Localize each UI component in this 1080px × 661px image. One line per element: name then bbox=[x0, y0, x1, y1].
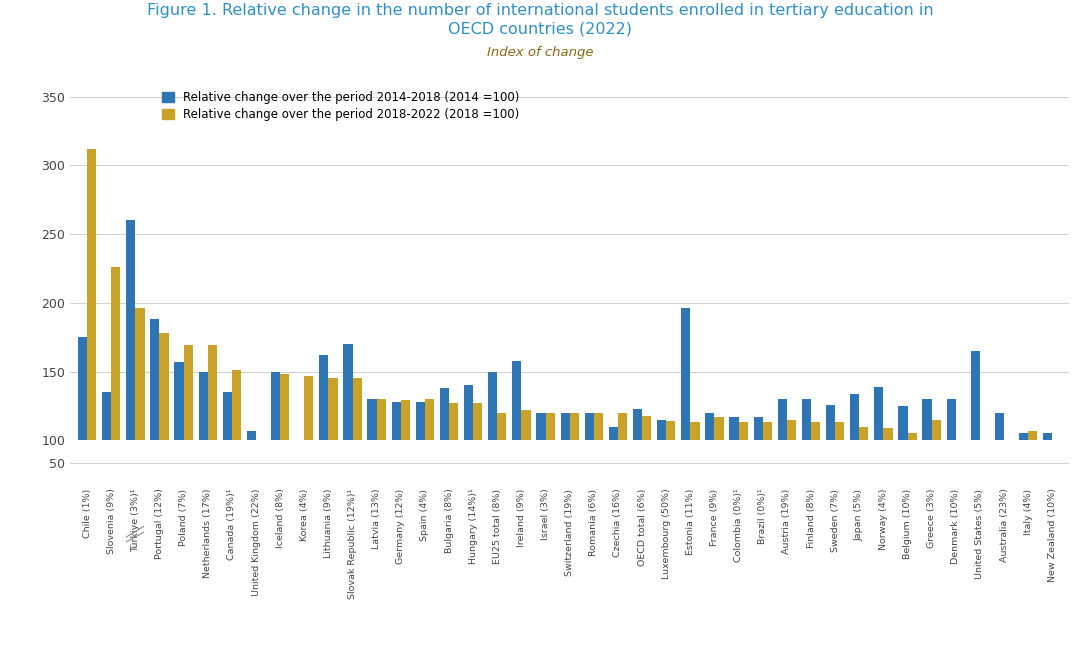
Bar bbox=[537, 413, 545, 578]
Bar bbox=[78, 337, 87, 578]
Bar bbox=[643, 416, 651, 578]
Bar bbox=[424, 399, 434, 578]
Bar bbox=[971, 351, 980, 578]
Bar bbox=[705, 413, 715, 578]
Bar bbox=[232, 370, 241, 578]
Bar bbox=[160, 333, 168, 578]
Bar bbox=[416, 402, 424, 578]
Text: OECD countries (2022): OECD countries (2022) bbox=[448, 21, 632, 36]
Bar bbox=[111, 267, 120, 578]
Bar bbox=[295, 442, 305, 578]
Bar bbox=[690, 422, 700, 578]
Bar bbox=[883, 428, 892, 578]
Bar bbox=[729, 417, 739, 578]
Bar bbox=[787, 420, 796, 578]
Bar bbox=[681, 308, 690, 578]
Bar bbox=[440, 388, 449, 578]
Bar bbox=[256, 440, 266, 578]
Bar bbox=[87, 149, 96, 578]
Bar bbox=[377, 399, 386, 578]
Bar bbox=[850, 393, 860, 578]
Bar bbox=[280, 374, 289, 578]
Bar bbox=[801, 399, 811, 578]
Bar bbox=[835, 422, 845, 578]
Bar bbox=[464, 385, 473, 578]
Bar bbox=[956, 443, 964, 578]
Bar bbox=[584, 413, 594, 578]
Bar bbox=[512, 360, 522, 578]
Bar bbox=[207, 346, 217, 578]
Bar bbox=[609, 426, 618, 578]
Bar bbox=[778, 399, 787, 578]
Bar bbox=[618, 413, 627, 578]
Bar bbox=[739, 422, 747, 578]
Bar bbox=[811, 422, 820, 578]
Bar bbox=[352, 379, 362, 578]
Bar bbox=[1043, 434, 1052, 578]
Bar bbox=[874, 387, 883, 578]
Bar bbox=[473, 403, 483, 578]
Bar bbox=[175, 362, 184, 578]
Bar bbox=[657, 420, 666, 578]
Bar bbox=[102, 392, 111, 578]
Bar bbox=[762, 422, 772, 578]
Bar bbox=[392, 402, 401, 578]
Bar bbox=[1028, 431, 1038, 578]
Bar bbox=[522, 410, 530, 578]
Bar bbox=[633, 408, 643, 578]
Bar bbox=[222, 392, 232, 578]
Bar bbox=[135, 308, 145, 578]
Bar bbox=[401, 401, 410, 578]
Legend: Relative change over the period 2014-2018 (2014 =100), Relative change over the : Relative change over the period 2014-201… bbox=[156, 85, 526, 127]
Bar bbox=[570, 413, 579, 578]
Bar bbox=[666, 421, 675, 578]
Bar bbox=[184, 346, 193, 578]
Bar bbox=[594, 413, 603, 578]
Bar bbox=[561, 413, 570, 578]
Bar bbox=[715, 417, 724, 578]
Bar bbox=[199, 371, 207, 578]
Bar bbox=[545, 413, 555, 578]
Bar bbox=[754, 417, 762, 578]
Bar bbox=[126, 220, 135, 578]
Bar bbox=[1020, 434, 1028, 578]
Bar bbox=[271, 371, 280, 578]
Bar bbox=[1052, 479, 1062, 578]
Bar bbox=[328, 379, 338, 578]
Bar bbox=[932, 420, 941, 578]
Bar bbox=[150, 319, 160, 578]
Text: Index of change: Index of change bbox=[487, 46, 593, 59]
Bar bbox=[305, 375, 313, 578]
Bar bbox=[1004, 447, 1013, 578]
Bar bbox=[946, 399, 956, 578]
Text: Figure 1. Relative change in the number of international students enrolled in te: Figure 1. Relative change in the number … bbox=[147, 3, 933, 19]
Bar bbox=[922, 399, 932, 578]
Bar bbox=[826, 405, 835, 578]
Bar bbox=[980, 447, 989, 578]
Bar bbox=[320, 355, 328, 578]
Bar bbox=[899, 406, 907, 578]
Bar bbox=[247, 431, 256, 578]
Bar bbox=[860, 426, 868, 578]
Bar bbox=[367, 399, 377, 578]
Bar bbox=[907, 434, 917, 578]
Bar bbox=[343, 344, 352, 578]
Bar bbox=[995, 413, 1004, 578]
Bar bbox=[497, 413, 507, 578]
Bar bbox=[488, 371, 497, 578]
Bar bbox=[449, 403, 458, 578]
